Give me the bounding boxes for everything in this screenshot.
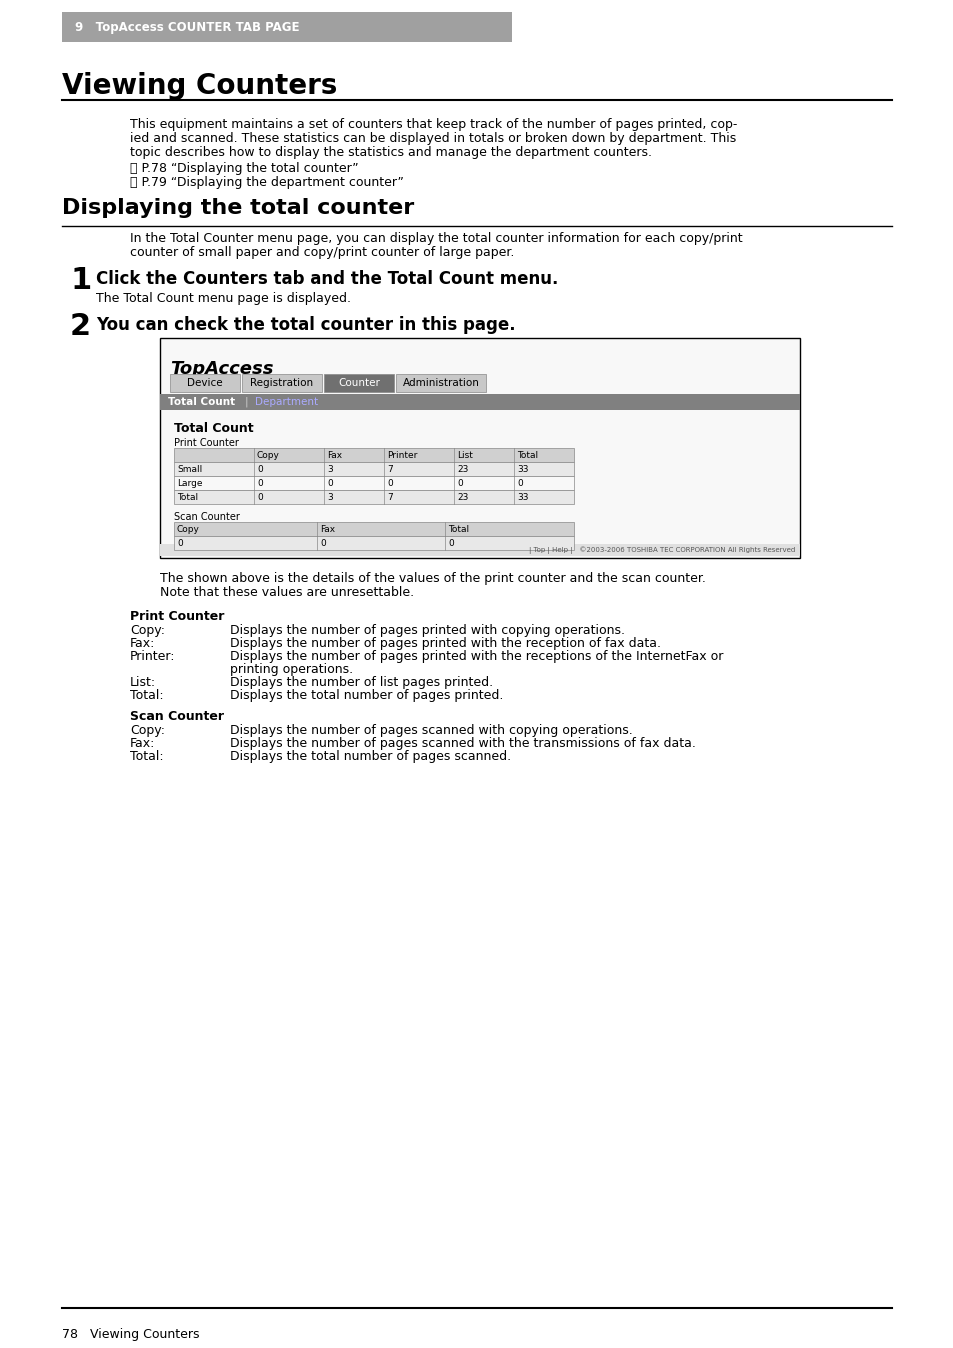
Text: This equipment maintains a set of counters that keep track of the number of page: This equipment maintains a set of counte… — [130, 119, 737, 131]
Bar — [170, 373, 240, 392]
Bar — [173, 522, 574, 537]
Text: 33: 33 — [517, 465, 528, 474]
Bar — [395, 373, 485, 392]
Text: Click the Counters tab and the Total Count menu.: Click the Counters tab and the Total Cou… — [96, 270, 558, 288]
Text: List: List — [456, 452, 473, 461]
Text: 3: 3 — [327, 493, 333, 503]
Bar — [173, 537, 574, 550]
Text: Administration: Administration — [402, 377, 479, 388]
Text: printing operations.: printing operations. — [230, 663, 353, 675]
Text: Displays the number of pages printed with copying operations.: Displays the number of pages printed wit… — [230, 624, 624, 638]
Text: 0: 0 — [387, 480, 393, 488]
Text: Large: Large — [177, 480, 202, 488]
Text: Copy:: Copy: — [130, 624, 165, 638]
Text: 7: 7 — [387, 493, 393, 503]
Text: Print Counter: Print Counter — [130, 611, 224, 623]
Text: Scan Counter: Scan Counter — [173, 512, 239, 522]
Text: Total:: Total: — [130, 749, 164, 763]
Text: TopAccess: TopAccess — [170, 360, 274, 377]
Text: 0: 0 — [177, 539, 183, 549]
Text: ⎙ P.78 “Displaying the total counter”: ⎙ P.78 “Displaying the total counter” — [130, 162, 358, 175]
Text: You can check the total counter in this page.: You can check the total counter in this … — [96, 315, 515, 334]
Text: 33: 33 — [517, 493, 528, 503]
Text: 9   TopAccess COUNTER TAB PAGE: 9 TopAccess COUNTER TAB PAGE — [75, 20, 299, 34]
Text: 0: 0 — [256, 480, 262, 488]
Text: Copy: Copy — [177, 526, 200, 535]
Bar — [62, 12, 512, 42]
Text: 1: 1 — [70, 266, 91, 295]
Text: 23: 23 — [456, 465, 468, 474]
Text: Department: Department — [254, 398, 317, 407]
Text: Fax:: Fax: — [130, 737, 155, 749]
Text: 0: 0 — [319, 539, 325, 549]
Text: Total: Total — [517, 452, 537, 461]
Text: Registration: Registration — [251, 377, 314, 388]
Text: Copy: Copy — [256, 452, 279, 461]
Text: Device: Device — [187, 377, 223, 388]
Bar — [173, 448, 574, 462]
Bar — [173, 491, 574, 504]
Text: List:: List: — [130, 675, 156, 689]
Text: Displays the number of pages printed with the reception of fax data.: Displays the number of pages printed wit… — [230, 638, 660, 650]
Bar — [324, 373, 394, 392]
Text: Note that these values are unresettable.: Note that these values are unresettable. — [160, 586, 414, 599]
Text: Fax: Fax — [327, 452, 342, 461]
Bar — [173, 476, 574, 491]
Text: ⎙ P.79 “Displaying the department counter”: ⎙ P.79 “Displaying the department counte… — [130, 177, 403, 189]
Text: 0: 0 — [448, 539, 454, 549]
Bar — [173, 462, 574, 476]
Text: Total Count: Total Count — [168, 398, 234, 407]
Text: Displays the number of pages scanned with copying operations.: Displays the number of pages scanned wit… — [230, 724, 632, 737]
Text: Total:: Total: — [130, 689, 164, 702]
Text: 2: 2 — [70, 311, 91, 341]
Text: Displays the total number of pages scanned.: Displays the total number of pages scann… — [230, 749, 511, 763]
Text: Total: Total — [177, 493, 198, 503]
Text: The shown above is the details of the values of the print counter and the scan c: The shown above is the details of the va… — [160, 572, 705, 585]
Text: counter of small paper and copy/print counter of large paper.: counter of small paper and copy/print co… — [130, 245, 514, 259]
Text: Printer: Printer — [387, 452, 416, 461]
Text: Copy:: Copy: — [130, 724, 165, 737]
Text: topic describes how to display the statistics and manage the department counters: topic describes how to display the stati… — [130, 146, 651, 159]
Bar — [160, 545, 800, 555]
Bar — [242, 373, 322, 392]
Text: Print Counter: Print Counter — [173, 438, 238, 448]
Text: 0: 0 — [256, 465, 262, 474]
Text: 0: 0 — [517, 480, 522, 488]
Text: | Top | Help |   ©2003-2006 TOSHIBA TEC CORPORATION All Rights Reserved: | Top | Help | ©2003-2006 TOSHIBA TEC CO… — [528, 546, 794, 554]
Text: Total Count: Total Count — [173, 422, 253, 435]
Text: Displays the number of pages printed with the receptions of the InternetFax or: Displays the number of pages printed wit… — [230, 650, 722, 663]
Text: Fax: Fax — [319, 526, 335, 535]
Text: Displays the total number of pages printed.: Displays the total number of pages print… — [230, 689, 503, 702]
Text: Counter: Counter — [337, 377, 379, 388]
Text: Scan Counter: Scan Counter — [130, 710, 224, 723]
Text: 0: 0 — [327, 480, 333, 488]
Text: 0: 0 — [456, 480, 462, 488]
Bar — [160, 394, 800, 410]
Text: In the Total Counter menu page, you can display the total counter information fo: In the Total Counter menu page, you can … — [130, 232, 741, 245]
Text: Displaying the total counter: Displaying the total counter — [62, 198, 414, 218]
Text: 78   Viewing Counters: 78 Viewing Counters — [62, 1328, 199, 1341]
Text: 3: 3 — [327, 465, 333, 474]
Text: ied and scanned. These statistics can be displayed in totals or broken down by d: ied and scanned. These statistics can be… — [130, 132, 736, 146]
Text: Displays the number of list pages printed.: Displays the number of list pages printe… — [230, 675, 493, 689]
Text: Fax:: Fax: — [130, 638, 155, 650]
Text: The Total Count menu page is displayed.: The Total Count menu page is displayed. — [96, 293, 351, 305]
Text: 23: 23 — [456, 493, 468, 503]
Text: 0: 0 — [256, 493, 262, 503]
Text: Printer:: Printer: — [130, 650, 175, 663]
Text: Displays the number of pages scanned with the transmissions of fax data.: Displays the number of pages scanned wit… — [230, 737, 695, 749]
Text: Small: Small — [177, 465, 202, 474]
Text: 7: 7 — [387, 465, 393, 474]
Text: Total: Total — [448, 526, 469, 535]
Bar — [160, 338, 800, 558]
Text: |: | — [245, 396, 249, 407]
Text: Viewing Counters: Viewing Counters — [62, 71, 337, 100]
